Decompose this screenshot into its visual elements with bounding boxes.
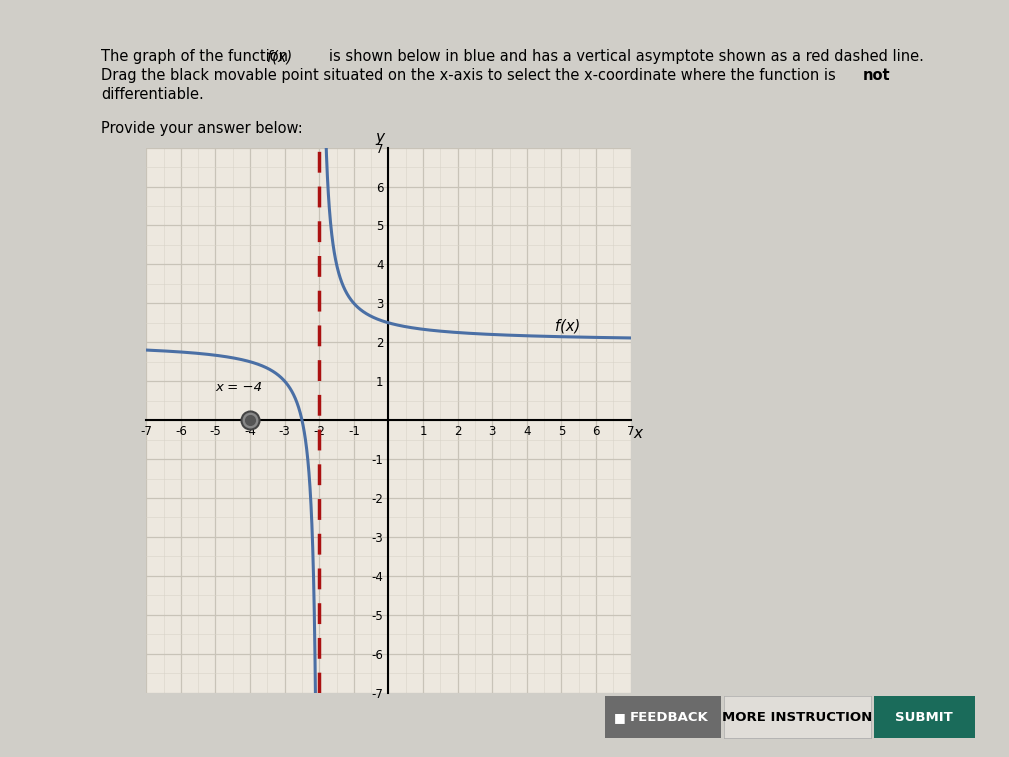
Text: FEEDBACK: FEEDBACK (630, 711, 708, 724)
Text: x: x (633, 426, 642, 441)
Text: differentiable.: differentiable. (101, 87, 204, 102)
Text: Drag the black movable point situated on the x-axis to select the x-coordinate w: Drag the black movable point situated on… (101, 68, 840, 83)
Text: f(x): f(x) (267, 49, 293, 64)
Text: not: not (863, 68, 890, 83)
Text: f(x): f(x) (555, 319, 580, 334)
Text: The graph of the function             is shown below in blue and has a vertical : The graph of the function is shown below… (101, 49, 924, 64)
Text: SUBMIT: SUBMIT (895, 711, 954, 724)
Text: MORE INSTRUCTION: MORE INSTRUCTION (722, 711, 873, 724)
Text: ■: ■ (613, 711, 626, 724)
Text: y: y (375, 130, 384, 145)
Text: x = −4: x = −4 (216, 381, 262, 394)
Text: Provide your answer below:: Provide your answer below: (101, 121, 303, 136)
